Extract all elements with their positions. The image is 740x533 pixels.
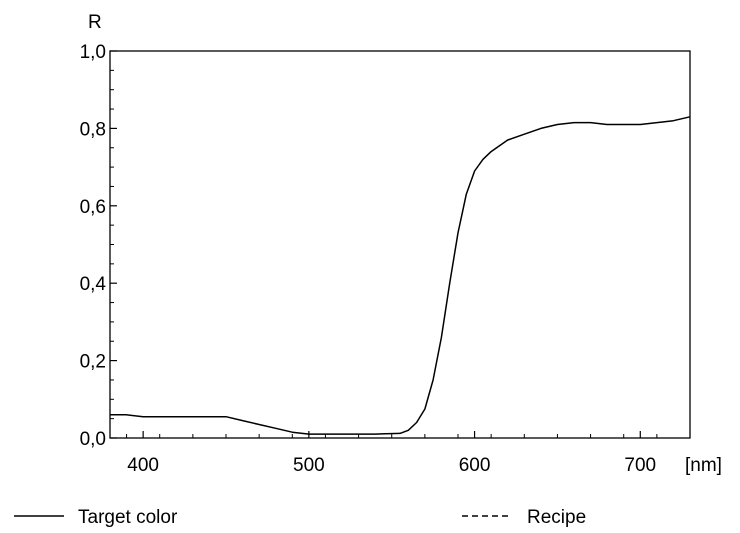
y-axis-label: R	[88, 12, 102, 33]
legend-recipe-label: Recipe	[527, 507, 586, 528]
series-layer	[110, 116, 691, 435]
y-tick-label: 0,2	[80, 352, 106, 373]
x-tick-label: 700	[624, 455, 656, 476]
series-line-target-color	[110, 116, 691, 435]
y-tick-label: 0,6	[80, 197, 106, 218]
y-axis-ticks: 0,0 0,2 0,4 0,6 0,8 1,0	[80, 42, 117, 450]
y-tick-label: 1,0	[80, 42, 106, 63]
plot-frame	[109, 50, 691, 439]
x-tick-label: 600	[459, 455, 491, 476]
y-tick-label: 0,0	[80, 429, 106, 450]
x-axis-unit: [nm]	[685, 455, 722, 476]
x-axis-ticks: 400 500 600 700	[126, 431, 658, 476]
x-tick-label: 500	[293, 455, 325, 476]
x-tick-label: 400	[127, 455, 159, 476]
legend-target-label: Target color	[78, 507, 178, 528]
y-tick-label: 0,8	[80, 119, 106, 140]
legend: Target color Recipe	[14, 507, 586, 528]
y-tick-label: 0,4	[80, 274, 107, 295]
